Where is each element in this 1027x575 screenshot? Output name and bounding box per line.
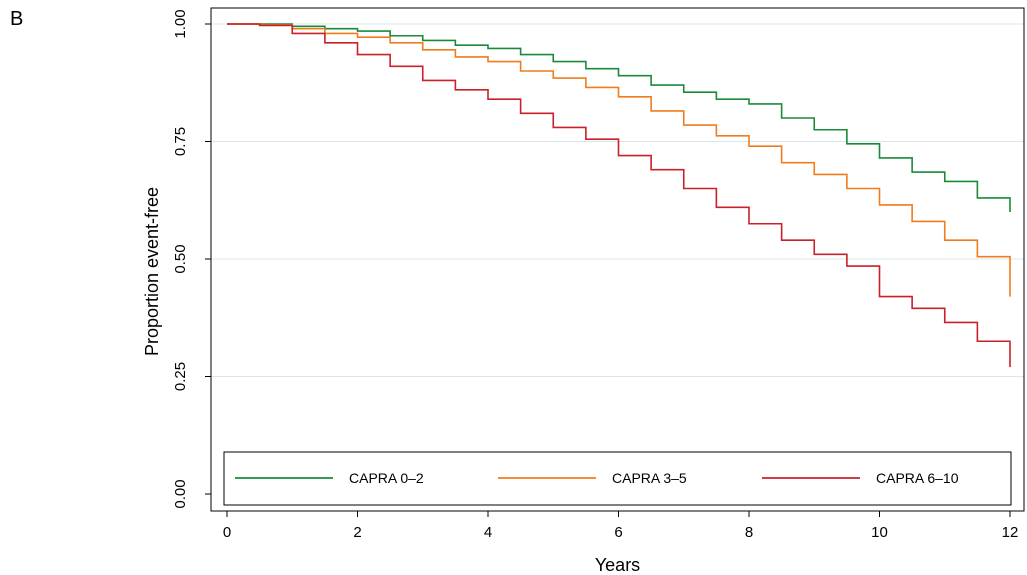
series-line-2 bbox=[227, 23, 1011, 297]
y-axis-title: Proportion event-free bbox=[142, 187, 162, 356]
y-tick-label: 0.00 bbox=[172, 479, 189, 508]
legend-label-3: CAPRA 6–10 bbox=[876, 470, 959, 486]
x-tick-label: 0 bbox=[223, 524, 231, 541]
legend-box bbox=[223, 451, 1012, 506]
x-tick-label: 12 bbox=[1002, 524, 1019, 541]
series-line-1 bbox=[227, 23, 1011, 212]
panel-label: B bbox=[10, 8, 24, 30]
legend-label-2: CAPRA 3–5 bbox=[612, 470, 687, 486]
y-tick-label: 0.75 bbox=[172, 127, 189, 156]
y-tick-label: 0.50 bbox=[172, 244, 189, 273]
x-tick-label: 8 bbox=[745, 524, 753, 541]
x-tick-label: 10 bbox=[871, 524, 888, 541]
x-axis-title: Years bbox=[595, 555, 640, 575]
x-tick-label: 2 bbox=[353, 524, 361, 541]
legend-label-1: CAPRA 0–2 bbox=[349, 470, 424, 486]
series-line-3 bbox=[227, 23, 1011, 368]
y-tick-label: 0.25 bbox=[172, 362, 189, 391]
y-tick-label: 1.00 bbox=[172, 9, 189, 38]
x-tick-label: 4 bbox=[484, 524, 492, 541]
x-tick-label: 6 bbox=[614, 524, 622, 541]
